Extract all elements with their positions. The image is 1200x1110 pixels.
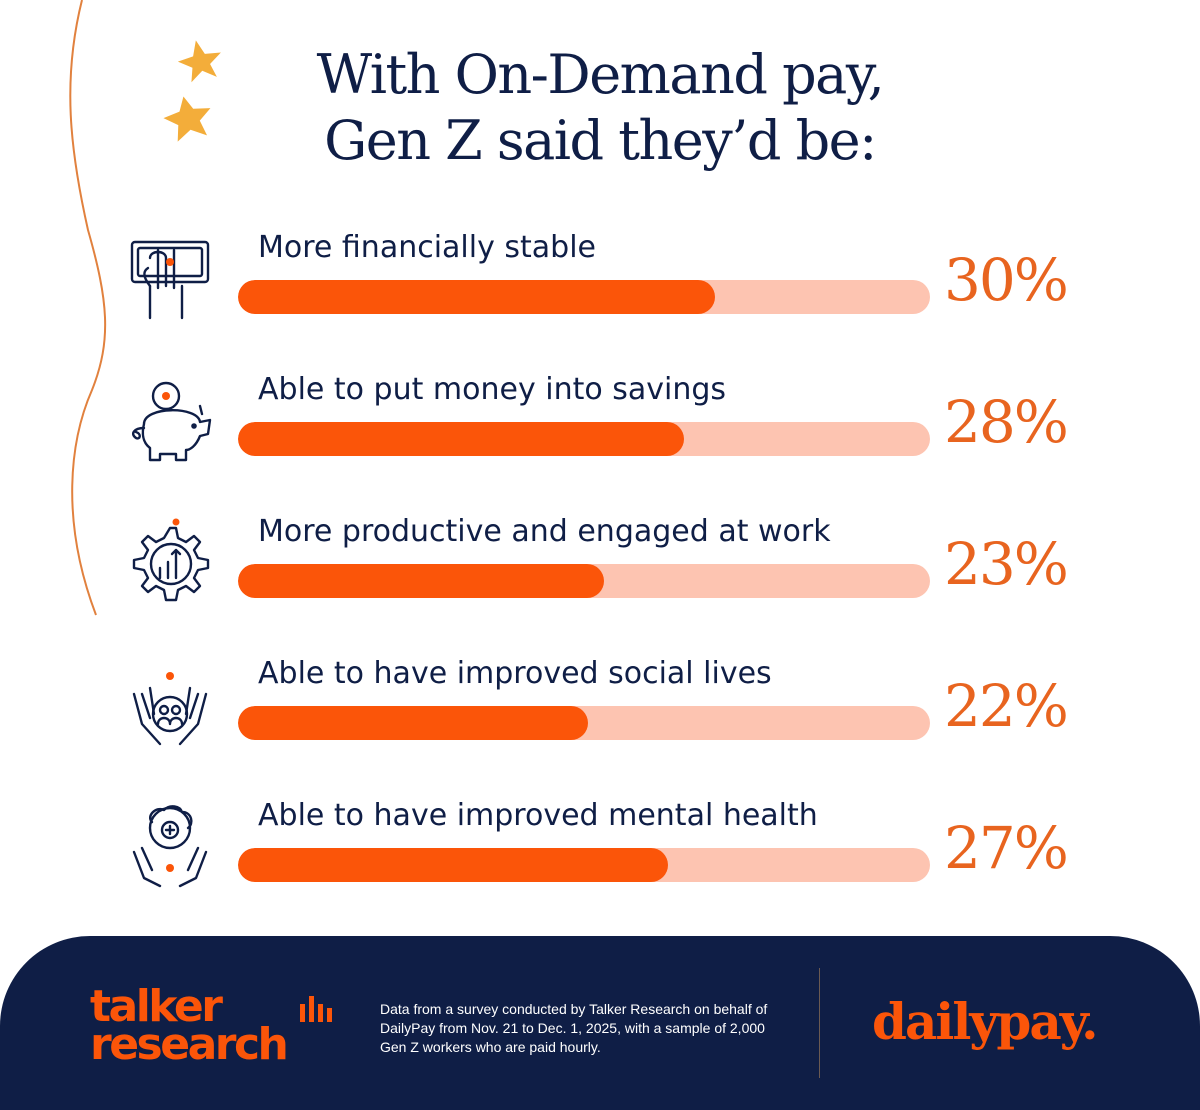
bar-value-label: 23% bbox=[944, 530, 1069, 598]
bar-value-label: 27% bbox=[944, 814, 1069, 882]
bar-row: More financially stable 30% bbox=[0, 228, 1200, 338]
bar-row: Able to have improved mental health 27% bbox=[0, 796, 1200, 906]
bar-label: Able to have improved social lives bbox=[258, 656, 772, 691]
footer: talker research Data from a survey condu… bbox=[0, 936, 1200, 1110]
bar-track bbox=[238, 280, 930, 314]
bar-track bbox=[238, 706, 930, 740]
star-icon bbox=[163, 96, 211, 142]
bar-row: Able to put money into savings 28% bbox=[0, 370, 1200, 480]
survey-note: Data from a survey conducted by Talker R… bbox=[380, 1001, 768, 1055]
talker-logo-line-2: research bbox=[90, 1019, 289, 1070]
brain-hands-icon bbox=[132, 805, 208, 888]
signal-bars-icon bbox=[300, 996, 332, 1022]
piggy-bank-icon bbox=[132, 381, 212, 462]
bar-value-label: 22% bbox=[944, 672, 1069, 740]
star-icon bbox=[177, 40, 221, 83]
bar-value-label: 30% bbox=[944, 246, 1069, 314]
bar-track bbox=[238, 848, 930, 882]
decorative-curve bbox=[69, 0, 107, 616]
bar-fill bbox=[238, 706, 588, 740]
footer-divider bbox=[819, 968, 820, 1078]
bar-track bbox=[238, 422, 930, 456]
chart-title: With On-Demand pay, Gen Z said they’d be… bbox=[200, 42, 1000, 174]
bar-label: More productive and engaged at work bbox=[258, 514, 831, 549]
bar-label: Able to have improved mental health bbox=[258, 798, 818, 833]
bar-fill bbox=[238, 848, 668, 882]
bar-fill bbox=[238, 422, 684, 456]
talker-logo-line-1: talker bbox=[90, 981, 223, 1032]
money-hand-icon bbox=[130, 240, 210, 320]
bar-fill bbox=[238, 564, 604, 598]
title-line-1: With On-Demand pay, bbox=[316, 43, 885, 106]
bar-row: Able to have improved social lives 22% bbox=[0, 654, 1200, 764]
bar-label: More financially stable bbox=[258, 230, 596, 265]
bar-label: Able to put money into savings bbox=[258, 372, 727, 407]
title-line-2: Gen Z said they’d be: bbox=[324, 109, 877, 172]
bar-value-label: 28% bbox=[944, 388, 1069, 456]
gear-growth-icon bbox=[132, 518, 210, 602]
bar-track bbox=[238, 564, 930, 598]
dailypay-logo: dailypay. bbox=[872, 992, 1098, 1051]
bar-row: More productive and engaged at work 23% bbox=[0, 512, 1200, 622]
talker-research-logo: talker research bbox=[90, 981, 332, 1070]
hands-community-icon bbox=[132, 672, 208, 746]
bar-fill bbox=[238, 280, 715, 314]
